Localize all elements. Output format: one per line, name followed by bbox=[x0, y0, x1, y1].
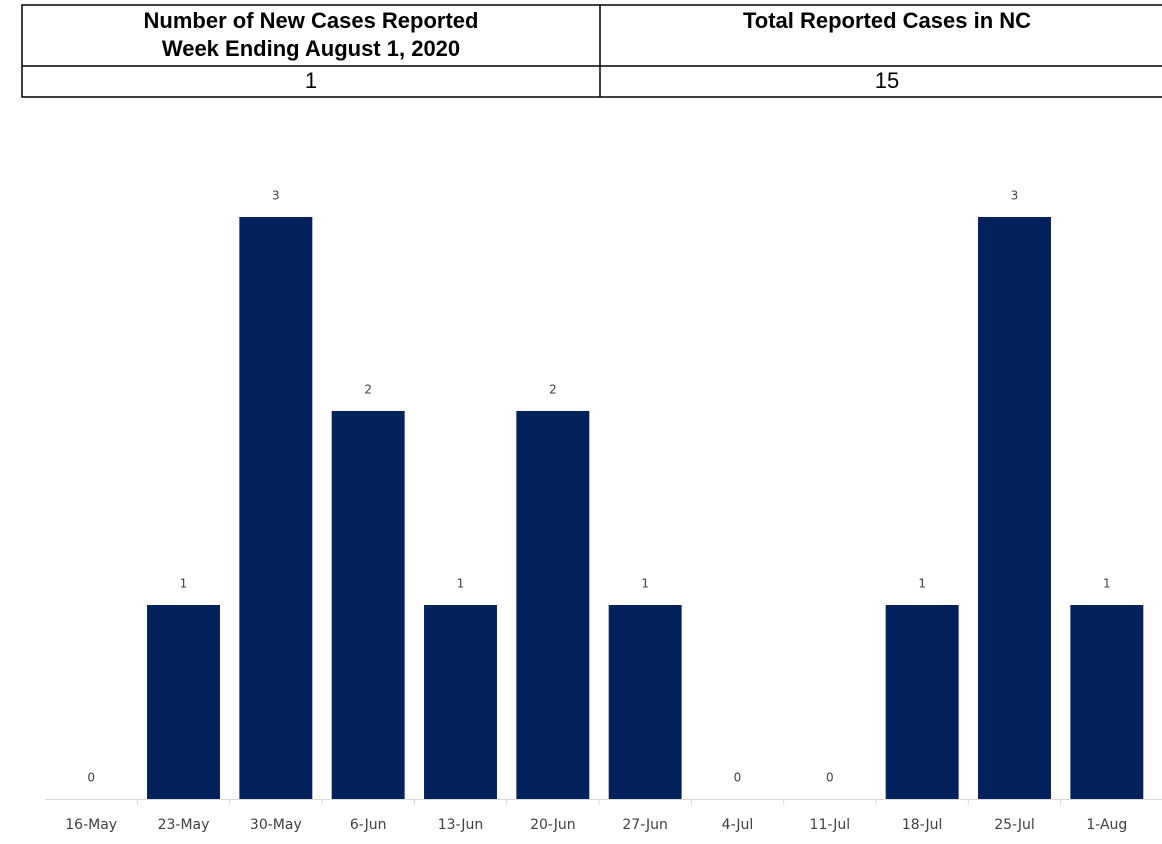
table-cell: 15 bbox=[875, 68, 899, 93]
x-tick-label: 25-Jul bbox=[994, 817, 1035, 833]
table-cell: 1 bbox=[305, 68, 317, 93]
data-label: 0 bbox=[826, 771, 834, 785]
data-label: 1 bbox=[641, 577, 649, 591]
table bbox=[21, 4, 1162, 98]
data-label: 3 bbox=[1011, 189, 1019, 203]
data-label: 1 bbox=[1103, 577, 1111, 591]
bar bbox=[239, 217, 313, 799]
x-tick-label: 18-Jul bbox=[902, 817, 943, 833]
x-tick-label: 30-May bbox=[250, 817, 302, 833]
table-border bbox=[21, 4, 1162, 98]
data-label: 2 bbox=[364, 383, 372, 397]
table-header: Total Reported Cases in NC bbox=[743, 8, 1031, 33]
bar bbox=[331, 411, 405, 799]
x-tick-label: 13-Jun bbox=[438, 817, 484, 833]
x-tick-label: 27-Jun bbox=[622, 817, 668, 833]
x-tick-label: 11-Jul bbox=[810, 817, 851, 833]
bar bbox=[885, 605, 959, 799]
data-label: 1 bbox=[457, 577, 465, 591]
x-tick-label: 23-May bbox=[158, 817, 210, 833]
data-label: 0 bbox=[734, 771, 742, 785]
bar bbox=[147, 605, 220, 799]
x-tick-label: 20-Jun bbox=[530, 817, 576, 833]
data-label: 0 bbox=[87, 771, 95, 785]
data-label: 1 bbox=[918, 577, 926, 591]
bar bbox=[516, 411, 590, 799]
x-tick-label: 4-Jul bbox=[722, 817, 754, 833]
bar bbox=[608, 605, 682, 799]
x-tick-label: 6-Jun bbox=[350, 817, 387, 833]
x-tick-label: 1-Aug bbox=[1086, 817, 1127, 833]
bar bbox=[424, 605, 497, 799]
table-header: Number of New Cases Reported bbox=[144, 8, 479, 33]
data-label: 3 bbox=[272, 189, 280, 203]
table-header: Week Ending August 1, 2020 bbox=[162, 36, 460, 61]
data-label: 1 bbox=[180, 577, 188, 591]
bar bbox=[978, 217, 1051, 799]
x-tick-label: 16-May bbox=[65, 817, 117, 833]
data-label: 2 bbox=[549, 383, 557, 397]
bar bbox=[1070, 605, 1144, 799]
